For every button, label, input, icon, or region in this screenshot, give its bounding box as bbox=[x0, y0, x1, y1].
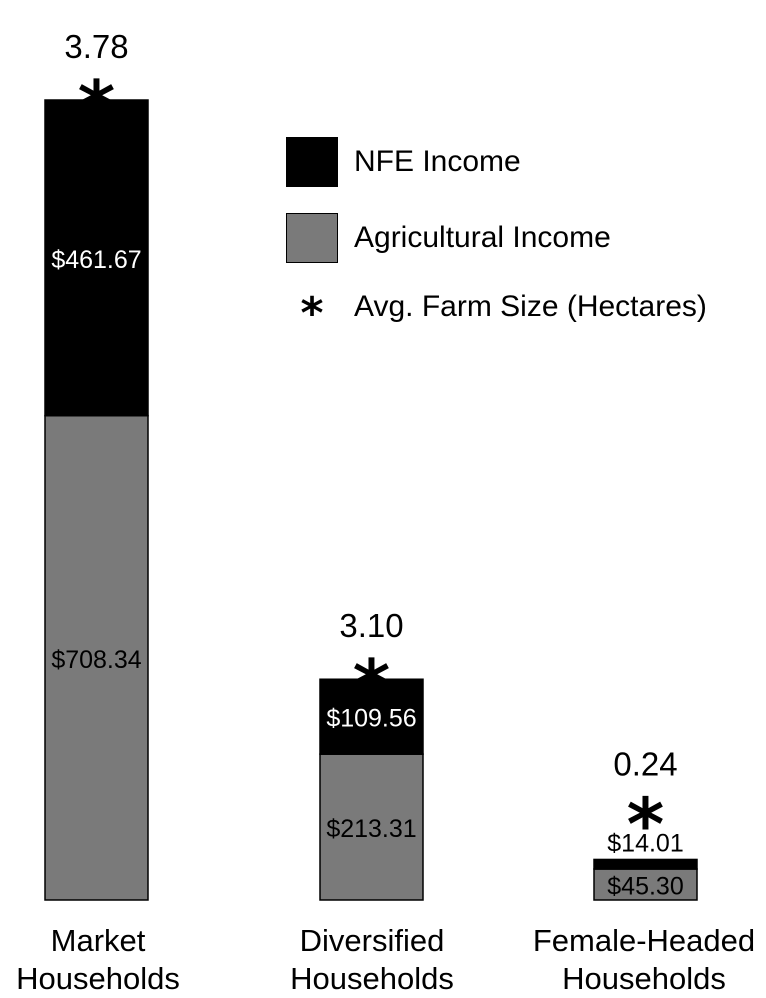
category-label-diversified-households: Diversified Households bbox=[290, 923, 454, 996]
value-label-diversified-households-agricultural-income: $213.31 bbox=[326, 815, 416, 843]
value-label-market-households-agricultural-income: $708.34 bbox=[51, 646, 141, 674]
bar-market-households-nfe-income bbox=[44, 99, 149, 417]
bar-market-households-agricultural-income bbox=[44, 414, 149, 901]
farm-size-label-female-headed-households: 0.24 bbox=[613, 745, 677, 782]
bar-female-headed-households-nfe-income bbox=[593, 858, 698, 870]
asterisk-icon: * bbox=[78, 65, 116, 149]
legend-item-agricultural-income: Agricultural Income bbox=[286, 212, 611, 264]
category-label-market-households: Market Households bbox=[16, 923, 180, 996]
legend-label-nfe-income: NFE Income bbox=[354, 145, 521, 178]
farm-size-label-diversified-households: 3.10 bbox=[339, 607, 403, 644]
asterisk-icon: * bbox=[627, 782, 665, 866]
legend-swatch-nfe-income bbox=[286, 137, 338, 187]
legend-item-nfe-income: NFE Income bbox=[286, 136, 521, 188]
legend-label-avg-farm-size: Avg. Farm Size (Hectares) bbox=[354, 290, 707, 323]
farm-size-label-market-households: 3.78 bbox=[64, 28, 128, 65]
bar-diversified-households-nfe-income bbox=[319, 678, 424, 755]
asterisk-icon: * bbox=[353, 644, 391, 728]
value-label-diversified-households-nfe-income: $109.56 bbox=[326, 705, 416, 733]
value-label-market-households-nfe-income: $461.67 bbox=[51, 246, 141, 274]
legend-swatch-agricultural-income bbox=[286, 213, 338, 263]
asterisk-icon: * bbox=[300, 288, 324, 339]
legend-item-avg-farm-size: * Avg. Farm Size (Hectares) bbox=[286, 281, 707, 339]
value-label-female-headed-households-nfe-income: $14.01 bbox=[607, 829, 683, 857]
legend-label-agricultural-income: Agricultural Income bbox=[354, 221, 611, 254]
value-label-female-headed-households-agricultural-income: $45.30 bbox=[607, 873, 683, 901]
category-label-female-headed-households: Female-Headed Households bbox=[532, 923, 756, 996]
